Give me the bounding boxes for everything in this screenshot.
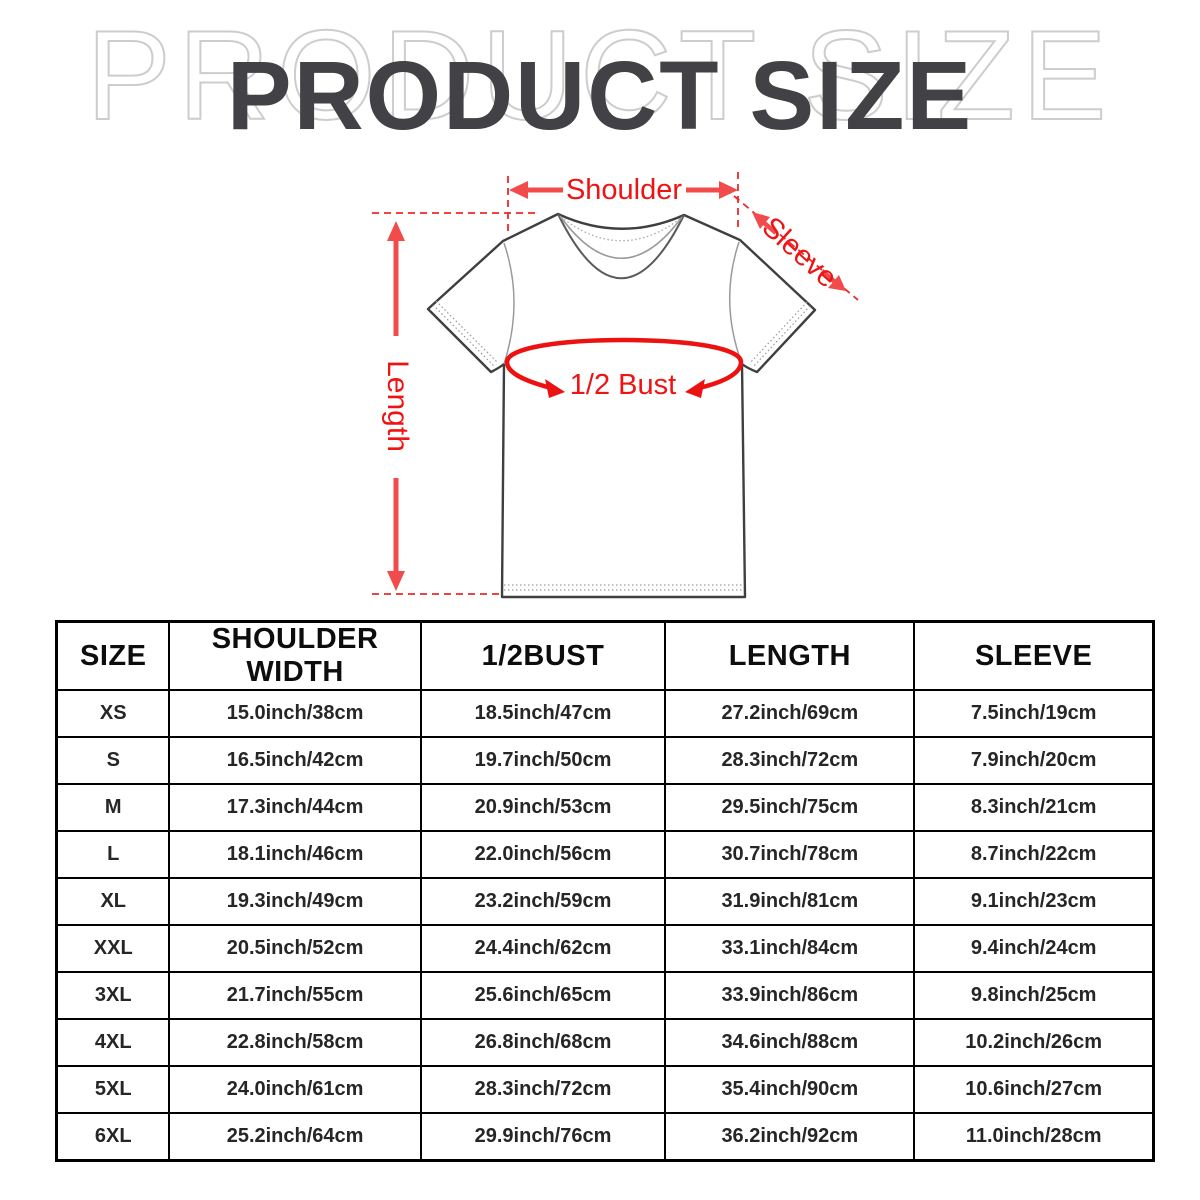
measurement-cell: 11.0inch/28cm [913,1112,1155,1162]
measurement-cell: 28.3inch/72cm [419,1065,667,1114]
measurement-cell: 19.3inch/49cm [168,877,422,926]
table-row: L 18.1inch/46cm 22.0inch/56cm 30.7inch/78cm… [55,830,1155,879]
table-header-row: SIZE SHOULDER WIDTH 1/2BUST LENGTH SLEEVE [55,620,1155,691]
shoulder-label: Shoulder [565,174,683,206]
measurement-cell: 33.1inch/84cm [664,924,916,973]
measurement-cell: 27.2inch/69cm [664,689,916,738]
size-cell: S [55,736,171,785]
column-header: SLEEVE [913,620,1155,691]
collar-stitch-line [560,216,682,242]
measurement-cell: 21.7inch/55cm [168,971,422,1020]
measurement-cell: 33.9inch/86cm [664,971,916,1020]
size-cell: L [55,830,171,879]
right-armhole-seam [729,241,743,365]
measurement-cell: 36.2inch/92cm [664,1112,916,1162]
measurement-cell: 8.7inch/22cm [913,830,1155,879]
length-label: Length [381,360,414,452]
measurement-cell: 18.5inch/47cm [419,689,667,738]
size-cell: 6XL [55,1112,171,1162]
measurement-cell: 18.1inch/46cm [168,830,422,879]
measurement-cell: 22.8inch/58cm [168,1018,422,1067]
table-row: XXL 20.5inch/52cm 24.4inch/62cm 33.1inch/84… [55,924,1155,973]
measurement-cell: 28.3inch/72cm [664,736,916,785]
page-title: PRODUCT SIZE [226,41,974,150]
table-row: 5XL 24.0inch/61cm 28.3inch/72cm 35.4inch/90… [55,1065,1155,1114]
shoulder-arrow [509,181,738,199]
measurement-cell: 16.5inch/42cm [168,736,422,785]
measurement-cell: 20.9inch/53cm [419,783,667,832]
measurement-cell: 9.8inch/25cm [913,971,1155,1020]
size-cell: 5XL [55,1065,171,1114]
measurement-cell: 29.5inch/75cm [664,783,916,832]
table-row: M 17.3inch/44cm 20.9inch/53cm 29.5inch/75cm… [55,783,1155,832]
measurement-cell: 9.4inch/24cm [913,924,1155,973]
watermark-title: PRODUCT SIZE [85,4,1114,146]
measurement-cell: 24.0inch/61cm [168,1065,422,1114]
left-armhole-seam [503,242,515,365]
measurement-cell: 22.0inch/56cm [419,830,667,879]
measurement-cell: 30.7inch/78cm [664,830,916,879]
measurement-cell: 7.9inch/20cm [913,736,1155,785]
size-cell: 4XL [55,1018,171,1067]
column-header: 1/2BUST [419,620,667,691]
measurement-cell: 29.9inch/76cm [419,1112,667,1162]
size-cell: XS [55,689,171,738]
bust-arrow [504,337,744,398]
size-cell: XXL [55,924,171,973]
length-arrow [387,221,405,591]
measurement-cell: 26.8inch/68cm [419,1018,667,1067]
size-cell: 3XL [55,971,171,1020]
collar-inner-line [559,215,683,260]
column-header: SIZE [55,620,171,691]
tshirt-body-outline [426,212,817,599]
collar-outer-line [557,213,685,280]
measurement-cell: 24.4inch/62cm [419,924,667,973]
measurement-cell: 25.2inch/64cm [168,1112,422,1162]
measurement-cell: 35.4inch/90cm [664,1065,916,1114]
measurement-cell: 34.6inch/88cm [664,1018,916,1067]
measurement-cell: 15.0inch/38cm [168,689,422,738]
shoulder-guides [372,172,739,232]
measurement-cell: 23.2inch/59cm [419,877,667,926]
table-row: 4XL 22.8inch/58cm 26.8inch/68cm 34.6inch/88… [55,1018,1155,1067]
column-header: LENGTH [664,620,916,691]
measurement-cell: 20.5inch/52cm [168,924,422,973]
table-row: 3XL 21.7inch/55cm 25.6inch/65cm 33.9inch/86… [55,971,1155,1020]
size-cell: XL [55,877,171,926]
table-row: XL 19.3inch/49cm 23.2inch/59cm 31.9inch/81c… [55,877,1155,926]
measurement-cell: 31.9inch/81cm [664,877,916,926]
measurement-cell: 7.5inch/19cm [913,689,1155,738]
sleeve-arrow [733,195,859,301]
measurement-cell: 19.7inch/50cm [419,736,667,785]
measurement-cell: 10.6inch/27cm [913,1065,1155,1114]
size-table: SIZE SHOULDER WIDTH 1/2BUST LENGTH SLEEVE XS… [55,620,1155,1162]
bust-label: 1/2 Bust [569,369,677,401]
measurement-cell: 25.6inch/65cm [419,971,667,1020]
measurement-cell: 17.3inch/44cm [168,783,422,832]
measurement-cell: 9.1inch/23cm [913,877,1155,926]
measurement-cell: 8.3inch/21cm [913,783,1155,832]
table-row: 6XL 25.2inch/64cm 29.9inch/76cm 36.2inch/92… [55,1112,1155,1162]
table-row: S 16.5inch/42cm 19.7inch/50cm 28.3inch/72cm… [55,736,1155,785]
table-row: XS 15.0inch/38cm 18.5inch/47cm 27.2inch/69c… [55,689,1155,738]
size-cell: M [55,783,171,832]
column-header: SHOULDER WIDTH [168,620,422,691]
size-diagram [372,172,859,599]
measurement-cell: 10.2inch/26cm [913,1018,1155,1067]
size-table-body: XS 15.0inch/38cm 18.5inch/47cm 27.2inch/69c… [55,689,1155,1162]
tshirt-drawing [426,212,817,599]
